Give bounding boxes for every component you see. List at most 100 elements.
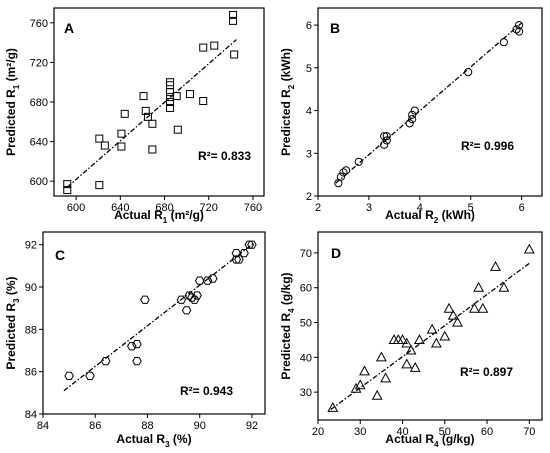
data-point bbox=[375, 351, 387, 362]
y-tick-label: 70 bbox=[300, 248, 312, 260]
data-point bbox=[95, 181, 104, 190]
x-axis-title: Actual R3 (%) bbox=[116, 432, 191, 448]
data-point bbox=[184, 291, 195, 300]
panel-d: 20 30 40 50 60 70 30 40 50 60 70 D R²= 0.897 Actual R… bbox=[275, 224, 550, 453]
panel-letter: C bbox=[55, 247, 65, 263]
data-point bbox=[85, 371, 95, 380]
data-point bbox=[405, 119, 414, 128]
y-tick-label: 3 bbox=[306, 148, 312, 160]
data-point bbox=[117, 142, 126, 151]
panel-a: 600 640 680 720 760 600 640 680 720 760 A R²= 0.833… bbox=[0, 0, 275, 229]
data-point bbox=[139, 92, 148, 101]
data-point bbox=[230, 50, 239, 59]
data-point bbox=[350, 382, 362, 393]
data-point bbox=[166, 78, 175, 87]
data-point bbox=[208, 274, 218, 283]
data-point bbox=[336, 172, 346, 181]
data-point bbox=[354, 379, 366, 390]
x-tick-label: 6 bbox=[519, 202, 525, 214]
data-point bbox=[430, 337, 442, 348]
y-axis-title: Predicted R2 (kWh) bbox=[279, 48, 296, 156]
data-point bbox=[132, 357, 142, 366]
data-point bbox=[95, 134, 104, 143]
plot-frame bbox=[317, 231, 543, 421]
fit-line bbox=[335, 22, 523, 184]
data-point bbox=[132, 340, 142, 349]
y-tick-label: 60 bbox=[300, 283, 312, 295]
data-point bbox=[327, 401, 339, 412]
y-axis-title: Predicted R3 (%) bbox=[4, 276, 21, 369]
panel-letter: B bbox=[330, 20, 340, 36]
x-tick-label: 640 bbox=[111, 202, 129, 214]
y-axis-title: Predicted R4 (g/kg) bbox=[279, 272, 296, 379]
data-point bbox=[382, 132, 391, 141]
scatter-chart-a: 600 640 680 720 760 600 640 680 720 760 A R²= 0.833… bbox=[4, 7, 265, 225]
data-point bbox=[408, 110, 417, 119]
data-point bbox=[371, 389, 383, 400]
y-tick-label: 680 bbox=[30, 97, 48, 109]
data-point bbox=[339, 168, 348, 177]
data-point bbox=[499, 38, 508, 47]
data-point bbox=[512, 25, 521, 34]
r-squared-label: R²= 0.833 bbox=[198, 149, 251, 163]
data-point bbox=[199, 43, 208, 52]
data-point bbox=[452, 316, 463, 327]
y-tick-label: 86 bbox=[25, 367, 37, 379]
data-point bbox=[63, 186, 72, 195]
x-tick-label: 600 bbox=[67, 202, 85, 214]
data-point bbox=[148, 145, 157, 154]
data-point bbox=[100, 141, 109, 150]
data-point bbox=[229, 10, 238, 19]
y-tick-label: 720 bbox=[30, 57, 48, 69]
x-tick-label: 20 bbox=[312, 426, 324, 438]
data-point bbox=[194, 276, 205, 285]
data-point bbox=[408, 114, 417, 124]
data-point bbox=[401, 358, 413, 369]
data-point bbox=[426, 323, 438, 334]
x-tick-label: 50 bbox=[439, 426, 451, 438]
x-tick-label: 4 bbox=[417, 202, 423, 214]
data-point bbox=[166, 98, 175, 106]
data-point bbox=[185, 90, 194, 99]
data-point bbox=[143, 112, 152, 121]
data-point bbox=[172, 92, 181, 101]
y-tick-label: 760 bbox=[30, 18, 48, 30]
x-tick-label: 40 bbox=[396, 426, 408, 438]
data-point bbox=[173, 125, 182, 134]
x-tick-label: 5 bbox=[468, 202, 474, 214]
data-point bbox=[410, 106, 419, 115]
data-point bbox=[120, 109, 129, 118]
r-squared-label: R²= 0.897 bbox=[460, 365, 513, 379]
data-point bbox=[199, 97, 208, 106]
data-point bbox=[380, 140, 389, 149]
data-point bbox=[354, 157, 363, 166]
data-point bbox=[380, 372, 392, 383]
fit-line bbox=[330, 262, 530, 411]
data-point bbox=[409, 361, 421, 372]
data-point bbox=[523, 243, 535, 254]
y-tick-label: 84 bbox=[25, 409, 37, 421]
panel-b: 2 3 4 5 6 2 3 4 5 6 B R²= 0.996 Actual R2 (kWh) Predi… bbox=[275, 0, 550, 229]
data-point bbox=[380, 132, 389, 141]
data-point bbox=[141, 106, 150, 115]
x-tick-label: 90 bbox=[194, 420, 206, 432]
y-tick-label: 88 bbox=[25, 324, 37, 336]
plot-frame bbox=[317, 7, 543, 197]
x-tick-label: 30 bbox=[354, 426, 366, 438]
panel-letter: A bbox=[64, 20, 74, 36]
data-point bbox=[382, 136, 391, 145]
scatter-chart-b: 2 3 4 5 6 2 3 4 5 6 B R²= 0.996 Actual R2 (kWh) Predi… bbox=[279, 7, 543, 225]
data-point bbox=[443, 302, 455, 313]
y-tick-label: 90 bbox=[25, 282, 37, 294]
data-point bbox=[229, 16, 238, 25]
data-point bbox=[166, 103, 175, 112]
data-point bbox=[192, 291, 202, 300]
data-point bbox=[341, 166, 351, 175]
data-point bbox=[359, 365, 370, 376]
x-tick-label: 720 bbox=[200, 202, 218, 214]
panel-letter: D bbox=[331, 245, 341, 261]
data-point bbox=[468, 302, 480, 313]
data-point bbox=[181, 306, 192, 315]
data-point bbox=[464, 67, 473, 77]
y-tick-label: 4 bbox=[306, 106, 312, 118]
